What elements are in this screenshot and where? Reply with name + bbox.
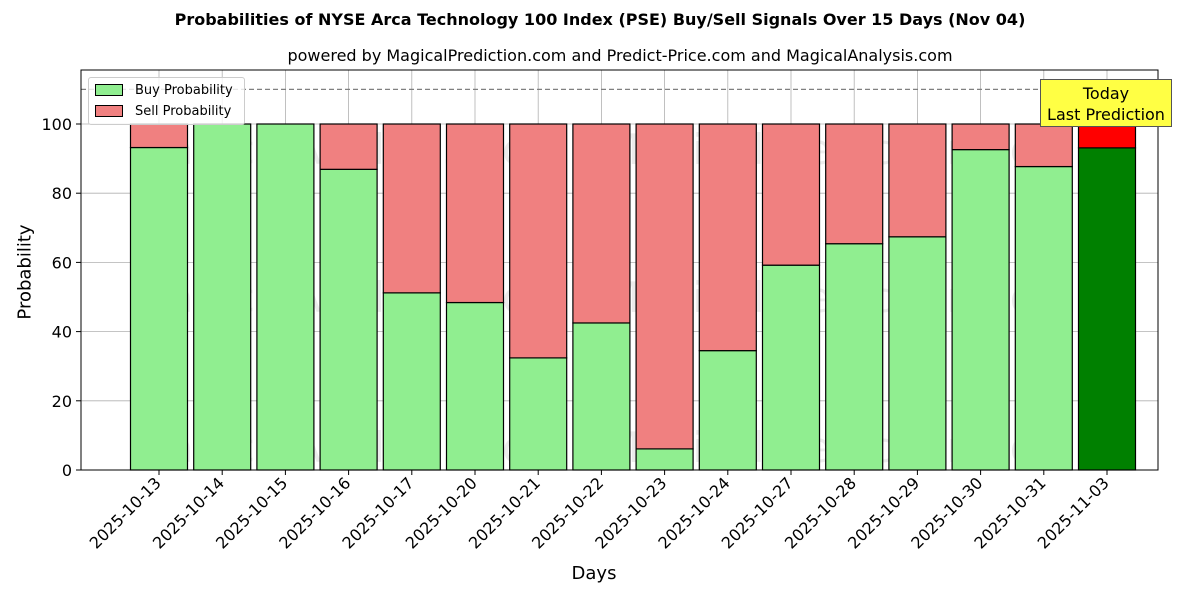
buy-bar [698, 350, 757, 471]
buy-bar [572, 322, 631, 471]
buy-bar [1014, 165, 1073, 471]
buy-bar [635, 448, 694, 471]
today-annotation: Today Last Prediction [1040, 79, 1172, 127]
y-tick-label: 0 [62, 461, 72, 480]
bar-group [888, 123, 947, 471]
legend-item-sell: Sell Probability [95, 102, 231, 120]
legend-label-sell: Sell Probability [135, 103, 232, 119]
buy-bar [1077, 147, 1137, 471]
bar-group [635, 123, 694, 471]
bar-group [825, 123, 884, 471]
sell-bar [129, 123, 189, 149]
bar-group [698, 123, 757, 471]
bar-group [382, 123, 441, 471]
bar-group [761, 123, 821, 471]
annotation-line-2: Last Prediction [1047, 105, 1165, 124]
sell-bar [698, 123, 757, 352]
buy-bar [509, 357, 568, 471]
bar-group [193, 123, 252, 471]
sell-bar [761, 123, 821, 266]
y-axis-label: Probability [14, 224, 36, 320]
legend-label-buy: Buy Probability [135, 82, 233, 98]
buy-bar [193, 123, 252, 471]
buy-bar [951, 149, 1010, 471]
bar-group [129, 123, 189, 471]
chart-subtitle: powered by MagicalPrediction.com and Pre… [287, 46, 953, 65]
bar-group [319, 123, 378, 471]
sell-bar [572, 123, 631, 324]
buy-bar [445, 301, 505, 471]
y-tick-label: 60 [52, 253, 72, 272]
y-tick-label: 100 [41, 115, 72, 134]
bar-group [572, 123, 631, 471]
legend-item-buy: Buy Probability [95, 81, 233, 99]
buy-bar [825, 243, 884, 471]
bar-group [1014, 123, 1073, 471]
buy-bar [129, 146, 189, 471]
legend: Buy Probability Sell Probability [88, 77, 245, 125]
buy-swatch-icon [95, 84, 123, 96]
bar-group [445, 123, 505, 471]
sell-bar [951, 123, 1010, 151]
sell-bar [1077, 123, 1137, 149]
y-tick-label: 40 [52, 323, 72, 342]
y-tick-label: 80 [52, 184, 72, 203]
annotation-line-1: Today [1082, 84, 1130, 103]
sell-bar [509, 123, 568, 359]
x-axis-label: Days [571, 563, 617, 584]
sell-bar [888, 123, 947, 238]
buy-bar [256, 123, 315, 471]
bar-group [951, 123, 1010, 471]
bar-group [1077, 123, 1137, 471]
bar-group [256, 123, 315, 471]
buy-bar [761, 264, 821, 471]
sell-bar [635, 123, 694, 450]
chart-title: Probabilities of NYSE Arca Technology 10… [174, 10, 1026, 29]
sell-bar [1014, 123, 1073, 168]
sell-bar [825, 123, 884, 245]
buy-bar [382, 292, 441, 471]
buy-bar [319, 168, 378, 471]
sell-bar [382, 123, 441, 294]
y-tick-label: 20 [52, 392, 72, 411]
bar-group [509, 123, 568, 471]
sell-bar [445, 123, 505, 304]
sell-bar [319, 123, 378, 170]
buy-bar [888, 236, 947, 471]
sell-swatch-icon [95, 105, 123, 117]
